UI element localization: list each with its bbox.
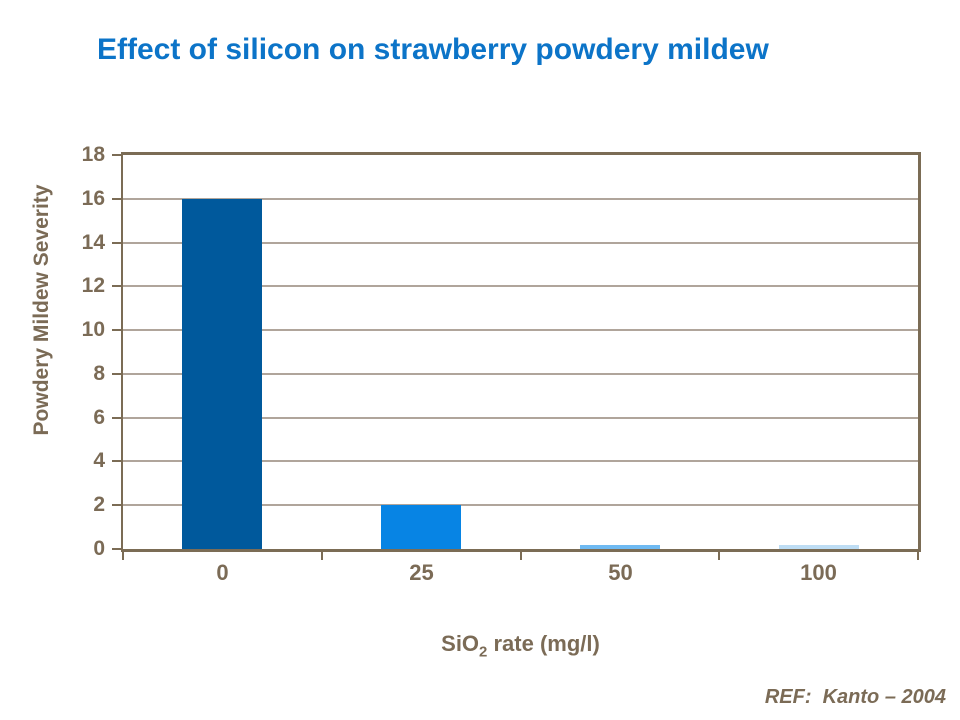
x-axis-title: SiO2 rate (mg/l) [123, 631, 918, 660]
y-axis-tick [112, 285, 121, 288]
y-axis-tick [112, 548, 121, 550]
x-axis-tick [718, 552, 720, 560]
bar [779, 545, 859, 549]
y-axis-tick [112, 416, 121, 419]
x-axis-title-suffix: rate (mg/l) [487, 631, 600, 656]
plot-area [121, 152, 921, 552]
y-axis-tick [112, 329, 121, 332]
x-axis-tick [122, 552, 124, 560]
x-axis-tick-label: 100 [800, 560, 837, 585]
chart-title: Effect of silicon on strawberry powdery … [97, 33, 769, 66]
x-axis-tick-label: 25 [409, 560, 434, 585]
y-axis-tick-label: 8 [93, 361, 105, 385]
gridline [123, 460, 918, 463]
bar [182, 199, 262, 549]
y-axis-tick-label: 18 [81, 143, 105, 166]
y-axis-tick [112, 372, 121, 375]
y-axis-tick [112, 241, 121, 244]
y-axis-tick-label: 0 [93, 537, 105, 560]
y-axis-tick-label: 14 [81, 230, 105, 254]
y-axis-tick [112, 197, 121, 200]
gridline [123, 372, 918, 375]
y-axis-tick-label: 16 [81, 186, 105, 210]
y-axis-tick-label: 12 [81, 274, 105, 298]
x-axis-tick-label: 0 [216, 560, 229, 585]
x-axis-title-prefix: SiO [441, 631, 480, 656]
gridline [123, 416, 918, 419]
gridline [123, 504, 918, 507]
x-axis-tick [917, 552, 919, 560]
x-axis-tick [321, 552, 323, 560]
bar [381, 505, 461, 549]
y-axis-tick [112, 154, 121, 156]
x-axis-title-subscript: 2 [479, 643, 488, 661]
y-axis-tick-label: 6 [93, 405, 105, 429]
y-axis-tick [112, 460, 121, 463]
bar [580, 545, 660, 549]
x-axis-tick [520, 552, 522, 560]
y-axis-tick-label: 10 [81, 318, 105, 342]
reference-citation: REF: Kanto – 2004 [764, 686, 946, 708]
gridline [123, 329, 918, 332]
gridline [123, 241, 918, 244]
gridline [123, 197, 918, 200]
gridline [123, 285, 918, 288]
x-axis-tick-label: 50 [608, 560, 633, 585]
y-axis-tick [112, 504, 121, 507]
y-axis-tick-label: 2 [93, 493, 105, 517]
y-axis-tick-label: 4 [93, 449, 105, 473]
